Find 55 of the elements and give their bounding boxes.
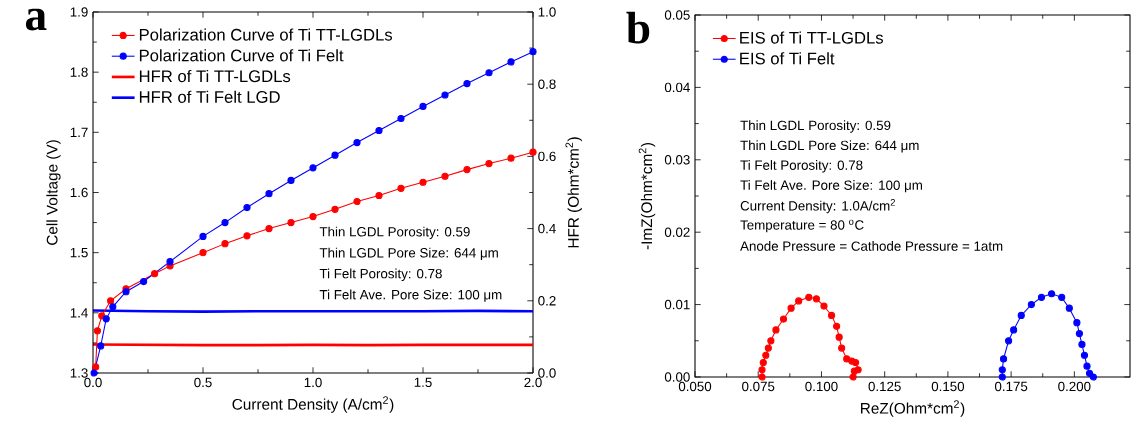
x-tick-label: 1.0: [304, 377, 322, 388]
y-tick-label: 0.03: [664, 155, 690, 165]
y-tick-label: 1.3: [70, 368, 88, 378]
y-tick-label: 1.4: [70, 308, 88, 318]
y-tick-label: 1.7: [70, 127, 88, 137]
y2-tick-label: 0.8: [538, 79, 556, 89]
annotation: Ti Felt Ave. Pore Size: 100 μm: [319, 289, 502, 302]
annotation: Ti Felt Porosity: 0.78: [319, 268, 442, 281]
y2-tick-label: 0.6: [538, 151, 556, 162]
x-tick-label: 0.175: [994, 381, 1028, 392]
legend-label: Polarization Curve of Ti Felt: [139, 49, 344, 62]
chart-title: b: [626, 11, 650, 44]
y-tick-label: 0.00: [664, 372, 690, 382]
y-tick-label: 1.6: [70, 187, 88, 198]
annotation: Ti Felt Porosity: 0.78: [740, 160, 863, 173]
y2-tick-label: 0.4: [538, 223, 556, 234]
x-tick-label: 0.125: [868, 381, 901, 392]
legend-label: EIS of Ti Felt: [740, 52, 835, 65]
annotation: Anode Pressure = Cathode Pressure = 1atm: [740, 241, 1003, 251]
legend-label: Polarization Curve of Ti TT-LGDLs: [139, 28, 393, 41]
y-tick-label: 1.9: [70, 7, 88, 17]
x-tick-label: 0.150: [931, 381, 965, 392]
x-tick-label: 0.5: [194, 377, 212, 388]
chart-title: a: [25, 8, 47, 31]
x-tick-label: 2.0: [524, 377, 542, 388]
annotation: Thin LGDL Pore Size: 644 μm: [319, 247, 498, 260]
y-axis-title: -ImZ(Ohm*cm$^{2}$): [638, 142, 656, 250]
y-tick-label: 0.01: [664, 299, 690, 310]
x-axis-title: Current Density (A/cm$^{2}$): [232, 396, 394, 413]
y-axis-title: Cell Voltage (V): [46, 140, 61, 245]
x-tick-label: 0.050: [678, 381, 712, 392]
legend-label: HFR of Ti TT-LGDLs: [139, 69, 291, 83]
annotation: Thin LGDL Porosity: 0.59: [319, 226, 470, 240]
y2-axis-title: HFR (Ohm*cm$^{2}$): [565, 137, 582, 248]
y-tick-label: 0.05: [664, 10, 690, 20]
y-tick-label: 1.8: [70, 67, 88, 77]
y-tick-label: 1.5: [70, 248, 88, 258]
annotation: Temperature = 80 $^{o}$C: [740, 219, 864, 233]
annotation: Thin LGDL Pore Size: 644 μm: [740, 140, 919, 153]
y-tick-label: 0.04: [664, 82, 690, 93]
annotation: Thin LGDL Porosity: 0.59: [740, 120, 891, 133]
y2-tick-label: 0.2: [538, 296, 556, 306]
x-tick-label: 0.100: [805, 381, 838, 392]
x-tick-label: 1.5: [414, 377, 432, 387]
y-tick-label: 0.02: [664, 227, 690, 237]
x-axis-title: ReZ(Ohm*cm$^{2}$): [861, 400, 965, 417]
annotation: Ti Felt Ave. Pore Size: 100 μm: [740, 180, 922, 193]
legend-label: HFR of Ti Felt LGD: [139, 90, 280, 103]
x-tick-label: 0.200: [1058, 381, 1091, 392]
y2-tick-label: 0.0: [538, 368, 556, 378]
x-tick-label: 0.075: [742, 381, 775, 392]
annotation: Current Density: 1.0A/cm$^{2}$: [740, 199, 895, 214]
y2-tick-label: 1.0: [538, 7, 556, 17]
x-tick-label: 0.0: [84, 377, 102, 388]
legend-label: EIS of Ti TT-LGDLs: [740, 31, 884, 44]
